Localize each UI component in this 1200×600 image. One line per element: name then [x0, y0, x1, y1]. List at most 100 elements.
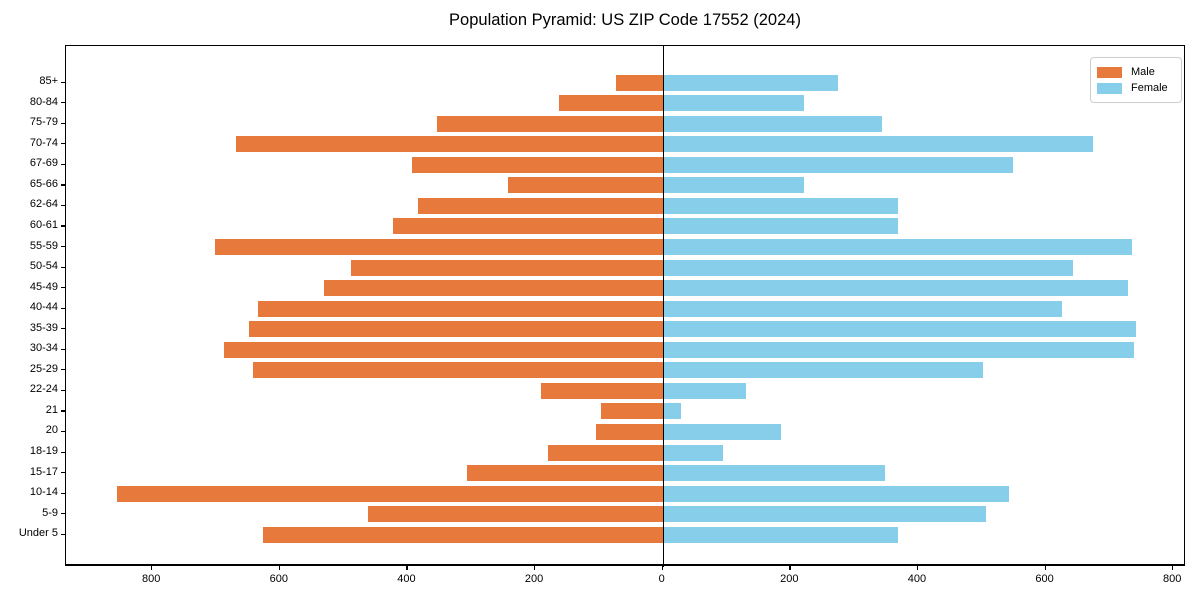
- y-tick-label-50-54: 50-54: [29, 260, 58, 273]
- bar-female-75-79: [662, 115, 882, 132]
- x-tick-mark: [1172, 566, 1174, 570]
- bar-female-20: [662, 423, 781, 440]
- bar-male-Under 5: [263, 526, 663, 543]
- bar-female-65-66: [662, 177, 805, 194]
- y-tick-label-85+: 85+: [39, 75, 58, 88]
- y-tick-label-75-79: 75-79: [29, 116, 58, 129]
- bar-male-21: [601, 403, 663, 420]
- x-tick-label-600: 600: [269, 573, 288, 585]
- y-tick-mark: [61, 307, 65, 309]
- y-tick-mark: [61, 102, 65, 104]
- bar-male-85+: [616, 74, 663, 91]
- bar-female-30-34: [662, 341, 1134, 358]
- y-tick-mark: [61, 389, 65, 392]
- bar-male-75-79: [436, 115, 663, 132]
- x-tick-label-800: 800: [1163, 573, 1182, 585]
- x-tick-label-200: 200: [524, 573, 544, 585]
- bar-female-60-61: [662, 218, 899, 235]
- x-tick-label-400: 400: [397, 573, 416, 585]
- bar-female-55-59: [662, 239, 1132, 255]
- bar-female-70-74: [662, 136, 1093, 153]
- y-tick-mark: [61, 184, 65, 186]
- y-tick-label-30-34: 30-34: [29, 342, 58, 355]
- y-tick-label-67-69: 67-69: [29, 157, 58, 170]
- bar-female-25-29: [662, 362, 984, 379]
- legend-item-male: Male: [1097, 64, 1173, 80]
- bar-female-45-49: [662, 280, 1128, 297]
- bar-female-21: [662, 403, 682, 420]
- legend: Male Female: [1090, 57, 1182, 103]
- bar-male-30-34: [223, 341, 663, 358]
- y-tick-mark: [61, 287, 65, 289]
- y-tick-mark: [61, 163, 65, 165]
- bar-male-62-64: [417, 197, 663, 214]
- male-swatch-icon: [1097, 66, 1122, 78]
- bar-male-5-9: [368, 506, 663, 523]
- y-tick-mark: [61, 266, 65, 268]
- y-tick-mark: [61, 204, 65, 207]
- y-tick-mark: [61, 533, 65, 535]
- y-tick-label-21: 21: [45, 403, 58, 416]
- y-tick-label-10-14: 10-14: [29, 486, 58, 499]
- legend-male-label: Male: [1131, 66, 1155, 78]
- y-tick-mark: [61, 246, 65, 248]
- x-tick-mark: [278, 566, 280, 570]
- y-tick-label-35-39: 35-39: [29, 321, 58, 334]
- y-tick-mark: [61, 122, 65, 124]
- chart-title: Population Pyramid: US ZIP Code 17552 (2…: [449, 11, 801, 29]
- y-tick-mark: [61, 143, 65, 145]
- x-tick-mark: [789, 566, 791, 570]
- bar-female-15-17: [662, 465, 886, 482]
- x-tick-mark: [406, 566, 408, 570]
- bar-male-70-74: [235, 136, 663, 153]
- bar-female-35-39: [662, 321, 1136, 338]
- female-swatch-icon: [1097, 82, 1122, 94]
- x-tick-mark: [534, 566, 536, 570]
- y-tick-label-80-84: 80-84: [29, 95, 58, 108]
- bar-male-18-19: [548, 444, 663, 461]
- bar-male-10-14: [117, 485, 663, 502]
- y-tick-mark: [61, 410, 65, 412]
- bar-male-45-49: [323, 280, 663, 297]
- bar-female-10-14: [662, 485, 1010, 502]
- y-tick-label-40-44: 40-44: [29, 301, 58, 314]
- plot-area: [65, 45, 1185, 567]
- bar-male-65-66: [508, 177, 663, 194]
- y-tick-label-60-61: 60-61: [29, 218, 58, 231]
- y-tick-mark: [61, 225, 65, 227]
- bar-female-50-54: [662, 259, 1074, 276]
- bar-female-40-44: [662, 300, 1063, 317]
- y-tick-mark: [61, 369, 65, 371]
- bar-male-15-17: [467, 465, 663, 482]
- bar-female-85+: [662, 74, 839, 91]
- x-tick-mark: [661, 566, 663, 570]
- bar-male-67-69: [411, 156, 663, 173]
- legend-female-label: Female: [1131, 82, 1168, 94]
- bar-male-40-44: [258, 300, 663, 317]
- bar-male-80-84: [558, 95, 663, 112]
- y-tick-label-55-59: 55-59: [29, 239, 58, 252]
- y-tick-mark: [61, 81, 65, 83]
- x-tick-mark: [1044, 566, 1046, 570]
- bar-male-60-61: [393, 218, 663, 235]
- y-tick-label-Under 5: Under 5: [18, 527, 58, 540]
- bar-male-22-24: [541, 382, 663, 399]
- y-tick-mark: [61, 348, 65, 350]
- x-tick-label-0: 0: [658, 573, 665, 585]
- zero-axis-line: [662, 46, 665, 567]
- y-tick-label-70-74: 70-74: [29, 136, 58, 149]
- x-tick-label-800: 800: [141, 573, 161, 585]
- bar-female-Under 5: [662, 526, 899, 543]
- x-tick-mark: [916, 566, 919, 570]
- legend-item-female: Female: [1097, 80, 1173, 96]
- y-tick-mark: [61, 451, 65, 453]
- bar-female-62-64: [662, 197, 899, 214]
- bar-female-5-9: [662, 506, 987, 523]
- bar-male-25-29: [252, 362, 663, 379]
- y-tick-label-62-64: 62-64: [29, 198, 58, 211]
- y-tick-label-25-29: 25-29: [29, 362, 58, 375]
- y-tick-label-15-17: 15-17: [29, 465, 58, 478]
- bar-male-35-39: [249, 321, 663, 338]
- bar-female-22-24: [662, 382, 747, 399]
- y-tick-label-5-9: 5-9: [42, 506, 58, 519]
